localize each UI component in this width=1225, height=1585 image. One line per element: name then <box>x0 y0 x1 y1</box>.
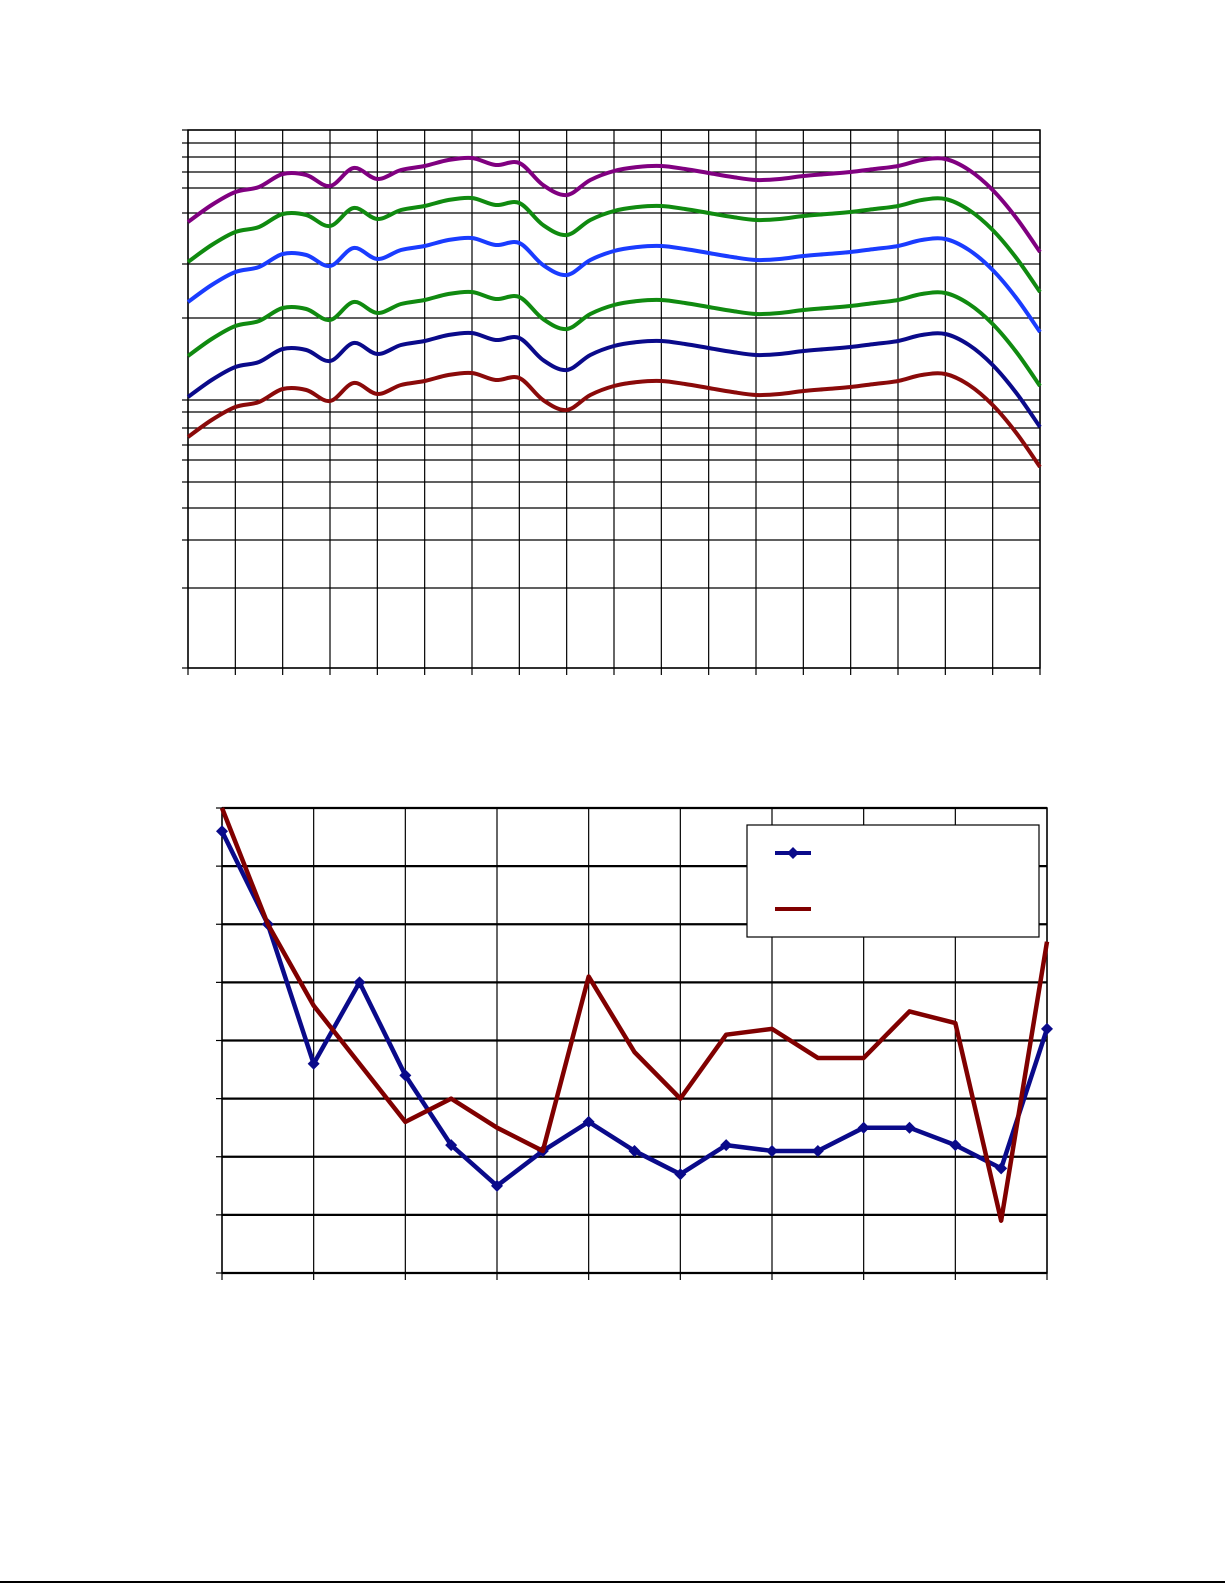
legend-box <box>746 824 1040 938</box>
series-line <box>186 289 1042 388</box>
marker <box>1041 1022 1053 1035</box>
marker <box>949 1139 962 1152</box>
series-line <box>219 807 1050 1223</box>
series-line <box>186 155 1042 254</box>
series-line <box>186 330 1042 429</box>
marker <box>674 1168 687 1181</box>
marker <box>720 1139 733 1152</box>
series-line <box>186 370 1042 469</box>
marker <box>628 1144 641 1157</box>
legend <box>746 824 1040 938</box>
marker <box>491 1179 503 1192</box>
marker <box>445 1139 458 1152</box>
marker <box>307 1057 320 1070</box>
marker <box>216 825 228 838</box>
marker <box>995 1162 1008 1175</box>
marker <box>353 976 366 989</box>
series-line <box>186 195 1042 294</box>
series-line <box>186 235 1042 334</box>
marker <box>582 1115 595 1128</box>
marker <box>766 1144 778 1157</box>
marker <box>399 1069 412 1082</box>
marker <box>903 1121 916 1134</box>
legend-marker <box>787 847 799 859</box>
marker <box>857 1121 870 1134</box>
marker <box>811 1144 824 1157</box>
